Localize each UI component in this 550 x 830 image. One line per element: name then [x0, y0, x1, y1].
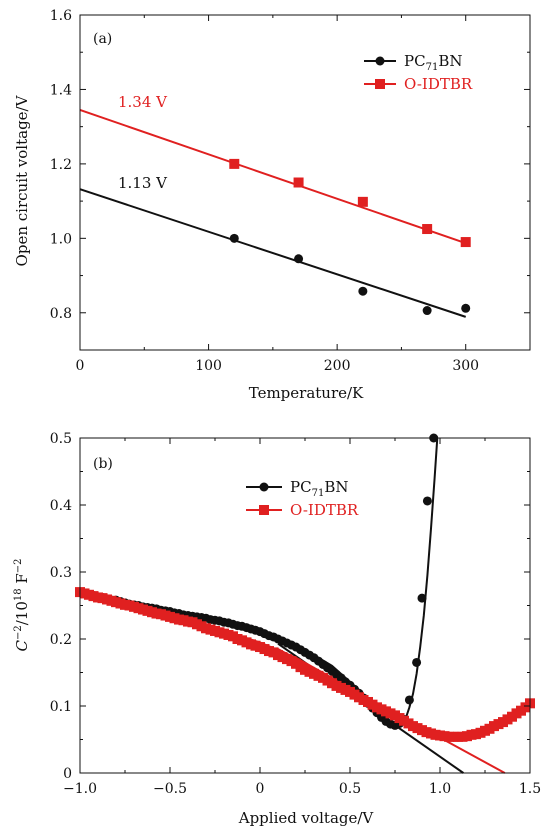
panel-a-ylabel: Open circuit voltage/V	[13, 94, 31, 266]
panel-b-series-pc71bn-point-75	[417, 593, 427, 603]
panel-b-series-pc71bn-point-73	[404, 695, 414, 705]
panel-b-label: (b)	[93, 456, 113, 472]
panel-a-ytick-label-0-8: 0.8	[50, 306, 72, 322]
annotation-1-13-v: 1.13 V	[118, 174, 168, 192]
panel-b-xtick-label-0: 0	[256, 781, 265, 797]
legend-a-pc71bn-label: PC71BN	[404, 52, 462, 73]
panel-b-ytick-label-0-2: 0.2	[50, 632, 72, 648]
legend-a-oidtbr-label: O-IDTBR	[404, 75, 473, 93]
panel-b-xtick-label-1-5: 1.5	[519, 781, 541, 797]
legend-b-oidtbr-label: O-IDTBR	[290, 501, 359, 519]
panel-a-xtick-label-200: 200	[324, 358, 351, 374]
panel-b-xlabel: Applied voltage/V	[238, 809, 375, 827]
panel-b-ytick-label-0-4: 0.4	[50, 498, 72, 514]
panel-b-series-pc71bn-point-74	[412, 657, 422, 667]
legend-a: PC71BN O-IDTBR	[364, 52, 473, 93]
panel-a-series-pc71bn-point-0	[229, 233, 239, 243]
legend-b-oidtbr-marker	[259, 505, 269, 515]
panel-a-xtick-label-300: 300	[452, 358, 479, 374]
panel-a: 0 100 200 300 0.8 1.0 1.2 1.4 1.6 (a) 1.34 V 1.1…	[13, 8, 531, 402]
panel-b-xtick-label-0-5: 0.5	[339, 781, 361, 797]
legend-a-oidtbr-marker	[375, 79, 385, 89]
legend-b-pc71bn-marker	[259, 482, 269, 492]
panel-a-ytick-label-1-0: 1.0	[50, 231, 72, 247]
panel-a-series-o-idtbr-fit-line	[79, 108, 467, 245]
panel-a-series-pc71bn-point-3	[422, 306, 432, 316]
panel-b-xtick-label-1-0: 1.0	[429, 781, 451, 797]
panel-a-series-pc71bn-fit-line	[79, 188, 467, 318]
legend-b-pc71bn-label: PC71BN	[290, 478, 348, 499]
panel-b-series-pc71bn-curve	[79, 437, 439, 726]
panel-a-series-pc71bn-point-2	[358, 286, 368, 296]
panel-a-xlabel: Temperature/K	[249, 384, 364, 402]
panel-a-ytick-label-1-2: 1.2	[50, 157, 72, 173]
panel-a-ytick-label-1-4: 1.4	[50, 82, 72, 98]
panel-a-ytick-label-1-6: 1.6	[50, 8, 72, 24]
panel-b-ytick-label-0-5: 0.5	[50, 431, 72, 447]
panel-b-xtick-label-0-5: −0.5	[153, 781, 187, 797]
panel-a-series-o-idtbr-point-0	[229, 158, 240, 169]
panel-a-series-pc71bn-point-1	[294, 254, 304, 264]
legend-b: PC71BN O-IDTBR	[246, 478, 359, 519]
panel-b-series-pc71bn-point-76	[422, 496, 432, 506]
panel-a-label: (a)	[93, 31, 112, 47]
panel-a-series-pc71bn-point-4	[461, 303, 471, 313]
panel-b: −1.0 −0.5 0 0.5 1.0 1.5 0 0.1 0.2 0.3 0.4 0.5 (b) P…	[13, 431, 541, 827]
panel-a-series-o-idtbr-point-3	[422, 224, 433, 235]
panel-b-ytick-label-0-1: 0.1	[50, 699, 72, 715]
panel-b-xtick-label-1-0: −1.0	[63, 781, 97, 797]
panel-a-series-o-idtbr-point-4	[460, 237, 471, 248]
panel-a-xtick-label-100: 100	[195, 358, 222, 374]
panel-a-series-o-idtbr-point-1	[293, 177, 304, 188]
panel-a-frame	[79, 14, 531, 351]
panel-a-series-o-idtbr-point-2	[357, 196, 368, 207]
panel-b-ylabel: C−2/1018 F−2	[13, 558, 31, 651]
legend-a-pc71bn-marker	[375, 56, 385, 66]
panel-b-ytick-label-0: 0	[63, 766, 72, 782]
panel-a-xtick-label-0: 0	[76, 358, 85, 374]
panel-b-ytick-label-0-3: 0.3	[50, 565, 72, 581]
annotation-1-34-v: 1.34 V	[118, 93, 168, 111]
